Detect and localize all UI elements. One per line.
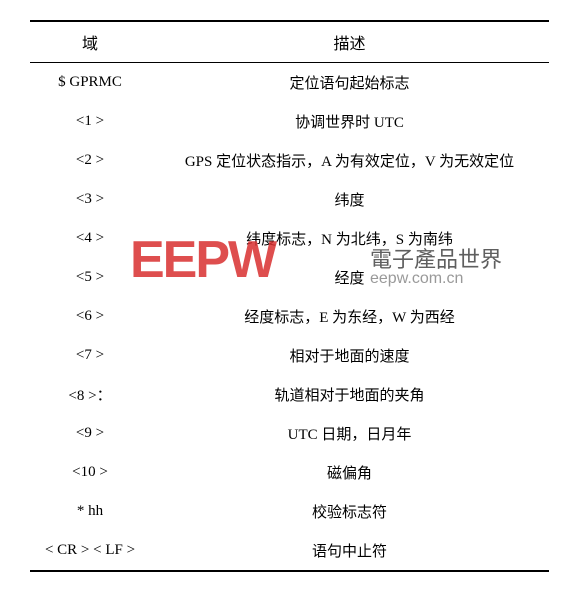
row-field: <2 > bbox=[30, 152, 150, 169]
table-body: $ GPRMC定位语句起始标志<1 >协调世界时 UTC<2 >GPS 定位状态… bbox=[30, 63, 549, 572]
table-row: <6 >经度标志，E 为东经，W 为西经 bbox=[30, 297, 549, 336]
row-desc: GPS 定位状态指示，A 为有效定位，V 为无效定位 bbox=[150, 150, 549, 171]
row-field: <10 > bbox=[30, 464, 150, 481]
row-desc: 相对于地面的速度 bbox=[150, 345, 549, 366]
table-row: <10 >磁偏角 bbox=[30, 453, 549, 492]
row-desc: 校验标志符 bbox=[150, 501, 549, 522]
gprmc-table: 域 描述 $ GPRMC定位语句起始标志<1 >协调世界时 UTC<2 >GPS… bbox=[0, 0, 579, 592]
table-header-row: 域 描述 bbox=[30, 20, 549, 63]
table-row: <2 >GPS 定位状态指示，A 为有效定位，V 为无效定位 bbox=[30, 141, 549, 180]
row-desc: 语句中止符 bbox=[150, 540, 549, 561]
row-field: <7 > bbox=[30, 347, 150, 364]
table-row: <4 >纬度标志，N 为北纬，S 为南纬 bbox=[30, 219, 549, 258]
row-field: < CR > < LF > bbox=[30, 542, 150, 559]
table-row: <5 >经度 bbox=[30, 258, 549, 297]
row-desc: 经度标志，E 为东经，W 为西经 bbox=[150, 306, 549, 327]
table-row: <3 >纬度 bbox=[30, 180, 549, 219]
row-field: <1 > bbox=[30, 113, 150, 130]
row-desc: 纬度标志，N 为北纬，S 为南纬 bbox=[150, 228, 549, 249]
row-field: $ GPRMC bbox=[30, 74, 150, 91]
row-desc: 定位语句起始标志 bbox=[150, 72, 549, 93]
row-field: <3 > bbox=[30, 191, 150, 208]
header-desc: 描述 bbox=[150, 30, 549, 54]
table-row: <9 >UTC 日期，日月年 bbox=[30, 414, 549, 453]
row-field: <4 > bbox=[30, 230, 150, 247]
row-field: <8 >： bbox=[30, 384, 150, 405]
row-desc: 经度 bbox=[150, 267, 549, 288]
row-desc: 纬度 bbox=[150, 189, 549, 210]
row-desc: 磁偏角 bbox=[150, 462, 549, 483]
table-row: $ GPRMC定位语句起始标志 bbox=[30, 63, 549, 102]
row-field: <5 > bbox=[30, 269, 150, 286]
row-field: <6 > bbox=[30, 308, 150, 325]
table-row: <1 >协调世界时 UTC bbox=[30, 102, 549, 141]
row-field: * hh bbox=[30, 503, 150, 520]
row-desc: 轨道相对于地面的夹角 bbox=[150, 384, 549, 405]
table-row: * hh校验标志符 bbox=[30, 492, 549, 531]
header-field: 域 bbox=[30, 30, 150, 54]
row-desc: UTC 日期，日月年 bbox=[150, 423, 549, 444]
table-row: <8 >：轨道相对于地面的夹角 bbox=[30, 375, 549, 414]
row-desc: 协调世界时 UTC bbox=[150, 111, 549, 132]
row-field: <9 > bbox=[30, 425, 150, 442]
table-row: <7 >相对于地面的速度 bbox=[30, 336, 549, 375]
